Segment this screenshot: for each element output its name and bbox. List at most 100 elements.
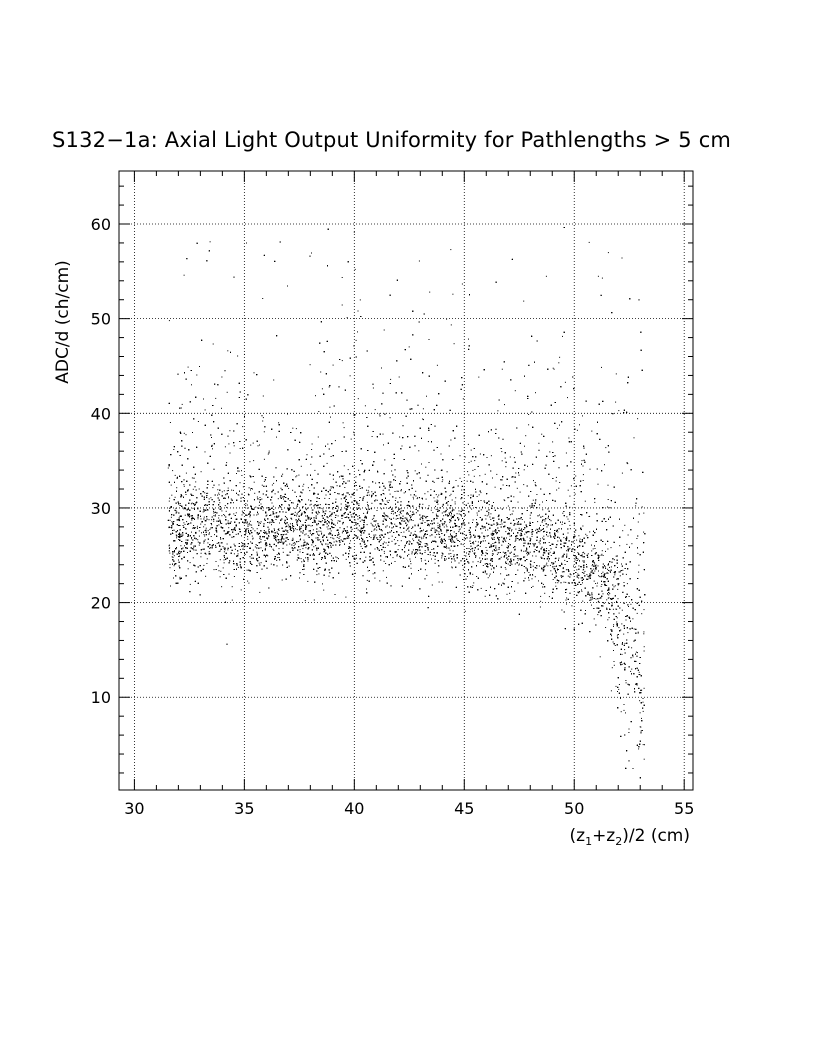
scatter-point bbox=[532, 574, 533, 575]
scatter-point bbox=[612, 608, 614, 610]
scatter-point bbox=[258, 523, 260, 525]
scatter-point bbox=[315, 395, 316, 397]
scatter-point bbox=[372, 387, 374, 389]
scatter-point bbox=[637, 632, 639, 634]
scatter-point bbox=[267, 555, 269, 557]
scatter-point bbox=[506, 557, 508, 559]
scatter-point bbox=[337, 505, 339, 507]
scatter-point bbox=[568, 520, 570, 522]
scatter-point bbox=[309, 532, 311, 534]
scatter-point bbox=[336, 536, 338, 538]
scatter-point bbox=[229, 452, 231, 454]
scatter-point bbox=[330, 544, 332, 546]
scatter-point bbox=[591, 550, 593, 552]
scatter-point bbox=[332, 527, 334, 529]
scatter-point bbox=[383, 560, 385, 562]
scatter-point bbox=[417, 523, 419, 525]
scatter-point bbox=[192, 488, 194, 490]
scatter-point bbox=[450, 553, 452, 554]
scatter-point bbox=[309, 364, 311, 366]
scatter-point bbox=[542, 537, 544, 539]
scatter-point bbox=[325, 552, 327, 554]
scatter-point bbox=[567, 575, 569, 577]
scatter-point bbox=[491, 553, 493, 555]
scatter-point bbox=[208, 553, 210, 555]
scatter-point bbox=[407, 527, 409, 529]
scatter-point bbox=[543, 525, 545, 526]
scatter-point bbox=[353, 558, 355, 560]
scatter-point bbox=[316, 574, 318, 576]
scatter-point bbox=[347, 506, 349, 508]
scatter-point bbox=[263, 458, 265, 460]
scatter-point bbox=[444, 521, 446, 523]
scatter-point bbox=[442, 479, 444, 481]
scatter-point bbox=[329, 532, 331, 533]
scatter-point bbox=[577, 558, 579, 560]
scatter-point bbox=[616, 617, 618, 619]
scatter-point bbox=[484, 501, 486, 503]
scatter-point bbox=[225, 494, 227, 496]
scatter-point bbox=[639, 700, 641, 702]
scatter-point bbox=[218, 570, 220, 572]
scatter-point bbox=[453, 343, 455, 345]
scatter-point bbox=[224, 505, 226, 507]
scatter-point bbox=[492, 477, 493, 479]
scatter-point bbox=[445, 503, 447, 504]
scatter-point bbox=[355, 339, 357, 341]
scatter-point bbox=[565, 581, 567, 583]
scatter-point bbox=[547, 565, 549, 567]
scatter-point bbox=[379, 534, 381, 536]
scatter-point bbox=[175, 534, 177, 536]
scatter-point bbox=[530, 531, 532, 533]
scatter-point bbox=[231, 599, 233, 601]
scatter-point bbox=[431, 584, 433, 586]
scatter-point bbox=[625, 712, 626, 714]
scatter-point bbox=[605, 543, 606, 545]
scatter-point bbox=[296, 475, 298, 477]
scatter-point bbox=[355, 485, 357, 486]
scatter-point bbox=[253, 514, 255, 516]
scatter-point bbox=[169, 547, 171, 549]
scatter-point bbox=[540, 600, 542, 602]
scatter-point bbox=[343, 465, 345, 467]
scatter-point bbox=[191, 538, 192, 540]
scatter-point bbox=[394, 561, 396, 562]
scatter-point bbox=[443, 526, 445, 528]
scatter-point bbox=[355, 500, 357, 502]
scatter-point bbox=[330, 518, 332, 520]
scatter-point bbox=[422, 503, 424, 505]
scatter-point bbox=[406, 524, 408, 526]
scatter-point bbox=[226, 543, 228, 545]
scatter-point bbox=[493, 538, 495, 540]
scatter-point bbox=[220, 570, 222, 572]
scatter-point bbox=[428, 505, 430, 507]
scatter-point bbox=[475, 556, 477, 558]
scatter-point bbox=[171, 494, 173, 496]
scatter-point bbox=[273, 379, 275, 381]
scatter-point bbox=[469, 555, 470, 557]
scatter-point bbox=[504, 525, 506, 527]
scatter-point bbox=[183, 556, 185, 558]
scatter-point bbox=[588, 516, 590, 517]
scatter-point bbox=[486, 510, 488, 512]
scatter-point bbox=[248, 487, 250, 489]
scatter-point bbox=[524, 572, 526, 574]
scatter-point bbox=[221, 376, 223, 378]
scatter-point bbox=[235, 533, 237, 535]
scatter-point bbox=[363, 512, 365, 514]
scatter-point bbox=[223, 559, 225, 561]
scatter-point bbox=[523, 469, 525, 471]
scatter-point bbox=[394, 552, 396, 553]
scatter-point bbox=[562, 568, 564, 570]
scatter-point bbox=[531, 535, 533, 537]
scatter-point bbox=[542, 501, 543, 503]
scatter-point bbox=[474, 549, 475, 551]
scatter-point bbox=[452, 517, 454, 519]
scatter-point bbox=[638, 748, 640, 750]
scatter-point bbox=[632, 656, 634, 658]
scatter-point bbox=[518, 564, 520, 566]
scatter-point bbox=[461, 526, 463, 528]
scatter-point bbox=[464, 566, 466, 568]
scatter-point bbox=[261, 498, 263, 500]
